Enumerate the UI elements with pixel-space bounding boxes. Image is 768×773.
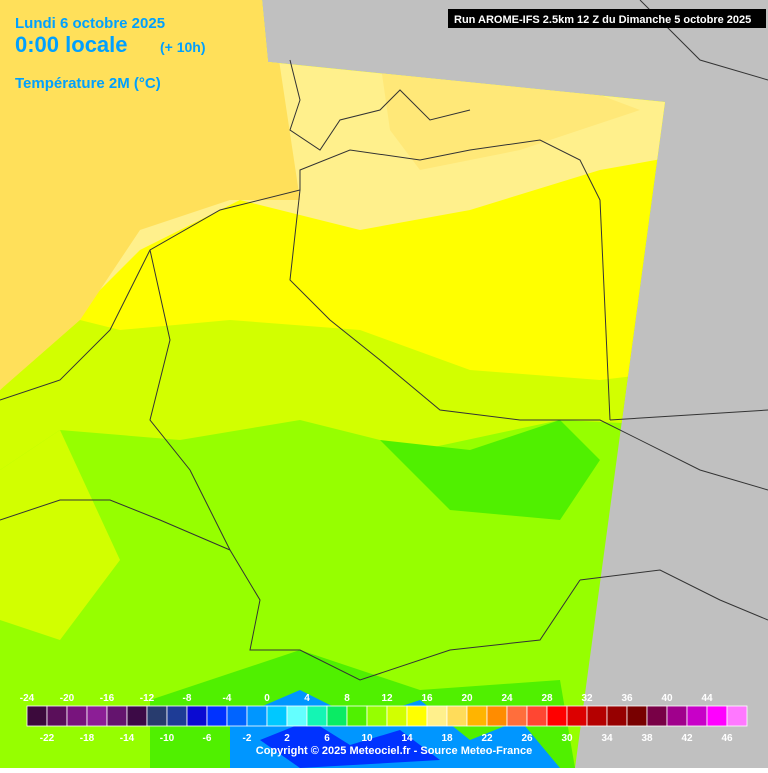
legend-label: 32 xyxy=(581,693,593,704)
legend-swatch xyxy=(66,705,88,727)
legend-swatch xyxy=(626,705,648,727)
legend-swatch xyxy=(726,705,748,727)
legend-swatch xyxy=(706,705,728,727)
legend-label: 14 xyxy=(401,733,413,744)
legend-label: -8 xyxy=(183,693,192,704)
legend-swatch xyxy=(126,705,148,727)
legend-label: 6 xyxy=(324,733,330,744)
legend-swatch xyxy=(606,705,628,727)
legend-label: -6 xyxy=(203,733,212,744)
legend-swatch xyxy=(686,705,708,727)
legend-label: 20 xyxy=(461,693,473,704)
legend-swatch xyxy=(486,705,508,727)
legend-label: 34 xyxy=(601,733,613,744)
legend-label: 44 xyxy=(701,693,713,704)
copyright: Copyright © 2025 Meteociel.fr - Source M… xyxy=(256,745,532,757)
borders xyxy=(0,0,768,681)
legend-swatch xyxy=(26,705,48,727)
legend-label: 24 xyxy=(501,693,513,704)
parameter: Température 2M (°C) xyxy=(15,75,161,92)
legend-swatch xyxy=(566,705,588,727)
legend-swatch xyxy=(426,705,448,727)
time: 0:00 locale xyxy=(15,32,128,57)
legend-label: 12 xyxy=(381,693,393,704)
legend-label: 36 xyxy=(621,693,633,704)
legend-label: -10 xyxy=(160,733,175,744)
legend-label: 0 xyxy=(264,693,270,704)
legend-label: -22 xyxy=(40,733,55,744)
legend-label: 30 xyxy=(561,733,573,744)
legend-swatch xyxy=(526,705,548,727)
legend-label: 46 xyxy=(721,733,733,744)
legend-label: 42 xyxy=(681,733,693,744)
legend-swatch xyxy=(406,705,428,727)
legend-swatch xyxy=(346,705,368,727)
run: Run AROME-IFS 2.5km 12 Z du Dimanche 5 o… xyxy=(454,14,751,26)
legend-swatch xyxy=(306,705,328,727)
legend-label: 26 xyxy=(521,733,533,744)
legend-swatch xyxy=(386,705,408,727)
legend-label: 10 xyxy=(361,733,373,744)
legend-swatch xyxy=(146,705,168,727)
legend-label: 8 xyxy=(344,693,350,704)
legend-swatch xyxy=(366,705,388,727)
legend-label: -2 xyxy=(243,733,252,744)
legend-label: 40 xyxy=(661,693,673,704)
legend-swatch xyxy=(666,705,688,727)
legend-label: -12 xyxy=(140,693,155,704)
legend-swatch xyxy=(326,705,348,727)
legend-swatch xyxy=(446,705,468,727)
legend-label: 38 xyxy=(641,733,653,744)
run-box xyxy=(448,9,766,28)
legend-label: -24 xyxy=(20,693,35,704)
legend-swatch xyxy=(206,705,228,727)
legend-swatch xyxy=(166,705,188,727)
offset: (+ 10h) xyxy=(160,39,206,55)
legend-swatch xyxy=(586,705,608,727)
date: Lundi 6 octobre 2025 xyxy=(15,15,165,32)
legend-swatch xyxy=(546,705,568,727)
legend-label: 2 xyxy=(284,733,290,744)
legend-swatch xyxy=(266,705,288,727)
legend-swatch xyxy=(86,705,108,727)
legend-swatch xyxy=(186,705,208,727)
legend-label: -14 xyxy=(120,733,135,744)
legend-label: -4 xyxy=(223,693,232,704)
legend-label: 28 xyxy=(541,693,553,704)
legend-swatch xyxy=(46,705,68,727)
legend-label: -16 xyxy=(100,693,115,704)
legend-label: -20 xyxy=(60,693,75,704)
legend-swatch xyxy=(646,705,668,727)
legend-swatch xyxy=(506,705,528,727)
legend-label: 18 xyxy=(441,733,453,744)
legend-swatch xyxy=(286,705,308,727)
legend-label: -18 xyxy=(80,733,95,744)
legend-label: 16 xyxy=(421,693,433,704)
legend-label: 22 xyxy=(481,733,493,744)
legend-swatch xyxy=(466,705,488,727)
legend-swatch xyxy=(106,705,128,727)
legend-swatch xyxy=(246,705,268,727)
legend: -24-22-20-18-16-14-12-10-8-6-4-202468101… xyxy=(20,693,748,744)
legend-swatch xyxy=(226,705,248,727)
legend-label: 4 xyxy=(304,693,310,704)
